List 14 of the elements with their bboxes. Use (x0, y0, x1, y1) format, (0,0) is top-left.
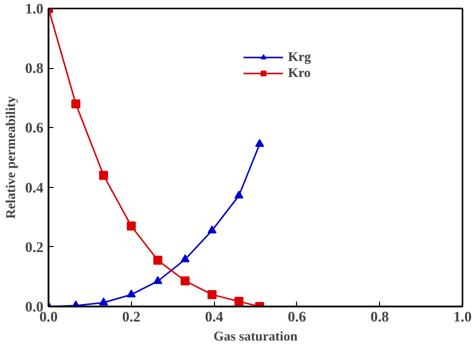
x-tick-label: 0.2 (122, 310, 140, 326)
x-tick-label: 1.0 (453, 310, 472, 326)
y-tick-label: 0.8 (25, 61, 44, 78)
y-tick-label: 1.0 (25, 2, 44, 18)
y-tick-label: 0.6 (25, 120, 44, 137)
x-axis-title: Gas saturation (213, 328, 298, 344)
legend-label: Krg (288, 49, 311, 65)
x-tick-label: 0.4 (204, 310, 224, 326)
legend-label: Kro (288, 65, 311, 81)
y-tick-label: 0.2 (25, 240, 44, 256)
y-tick-label: 0.4 (25, 180, 44, 196)
y-axis-title: Relative permeability (3, 96, 18, 219)
x-tick-label: 0.6 (288, 310, 306, 326)
x-tick-label: 0.8 (370, 310, 389, 326)
